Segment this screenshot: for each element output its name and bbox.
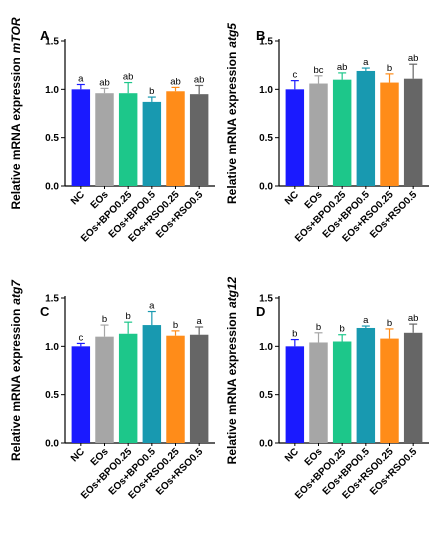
bar-nc <box>71 346 91 443</box>
bar-eos-bpo0-25 <box>332 79 352 186</box>
significance-label: b <box>316 322 321 333</box>
bar-eos-bpo0-25 <box>332 341 352 443</box>
significance-label: bc <box>313 65 323 76</box>
y-axis-label-prefix: Relative mRNA expression <box>225 312 239 464</box>
y-tick-label: 0.0 <box>259 439 273 450</box>
bar-eos-bpo0-25 <box>118 93 138 186</box>
y-tick-label: 0.0 <box>259 182 273 193</box>
bar-nc <box>71 89 91 186</box>
significance-label: c <box>292 70 297 81</box>
bar-eos-rso0-5 <box>189 94 209 186</box>
panel-d: D Relative mRNA expression atg12 0.0 0.5 1.0 1… <box>225 276 429 501</box>
significance-label: ab <box>408 313 419 324</box>
bar-eos-bpo0-5 <box>356 70 376 186</box>
y-axis-label: Relative mRNA expression atg12 <box>225 276 239 464</box>
bar-eos-bpo0-5 <box>142 325 162 443</box>
panel-a: A Relative mRNA expression mTOR 0.0 0.5 1.0 1.… <box>9 17 215 244</box>
panel-letter: C <box>40 304 50 319</box>
category-label: NC <box>69 189 87 207</box>
y-tick-label: 0.5 <box>45 390 59 401</box>
y-tick-label: 1.0 <box>259 342 273 353</box>
significance-label: ab <box>337 62 348 73</box>
y-axis-label-gene: atg7 <box>9 279 23 305</box>
panel-letter: A <box>40 28 50 43</box>
significance-label: b <box>340 324 345 335</box>
y-tick-label: 0.5 <box>259 133 273 144</box>
bar-eos-bpo0-5 <box>142 101 162 186</box>
y-tick-label: 1.5 <box>259 37 273 48</box>
y-tick-label: 1.5 <box>45 37 59 48</box>
bar-nc <box>285 89 305 186</box>
panel-letter: B <box>256 28 265 43</box>
significance-label: a <box>363 57 369 68</box>
bar-eos-rso0-5 <box>403 78 423 186</box>
significance-label: c <box>78 332 83 343</box>
y-axis-label-gene: mTOR <box>9 17 23 53</box>
y-axis-label-prefix: Relative mRNA expression <box>225 52 239 204</box>
y-tick-label: 1.5 <box>259 294 273 305</box>
y-tick-label: 1.0 <box>259 85 273 96</box>
significance-label: ab <box>99 77 110 88</box>
y-axis-label: Relative mRNA expression atg5 <box>225 23 239 204</box>
y-axis-label-gene: atg12 <box>225 276 239 308</box>
y-axis-label: Relative mRNA expression mTOR <box>9 17 23 209</box>
significance-label: a <box>363 315 369 326</box>
bar-eos <box>309 83 328 186</box>
bar-eos-rso0-5 <box>189 334 209 443</box>
significance-label: b <box>292 329 297 340</box>
significance-label: a <box>197 316 203 327</box>
significance-label: ab <box>408 53 419 64</box>
significance-label: b <box>173 320 178 331</box>
bar-eos-rso0-25 <box>380 82 399 186</box>
significance-label: ab <box>194 74 205 85</box>
y-tick-label: 0.0 <box>45 439 59 450</box>
bar-eos <box>95 93 114 186</box>
significance-label: b <box>387 318 392 329</box>
significance-label: a <box>149 301 155 312</box>
significance-label: a <box>78 74 84 85</box>
significance-label: b <box>149 86 154 97</box>
bar-eos-rso0-5 <box>403 332 423 443</box>
bar-eos-rso0-25 <box>380 338 399 443</box>
y-tick-label: 0.5 <box>259 390 273 401</box>
bar-eos-rso0-25 <box>166 91 185 186</box>
y-tick-label: 1.0 <box>45 85 59 96</box>
y-tick-label: 1.5 <box>45 294 59 305</box>
y-tick-label: 0.0 <box>45 182 59 193</box>
significance-label: ab <box>123 72 134 83</box>
bar-eos-bpo0-5 <box>356 327 376 443</box>
significance-label: ab <box>170 76 181 87</box>
significance-label: b <box>126 311 131 322</box>
y-tick-label: 0.5 <box>45 133 59 144</box>
category-label: NC <box>283 446 301 464</box>
category-label: NC <box>69 446 87 464</box>
y-axis-label: Relative mRNA expression atg7 <box>9 279 23 461</box>
bar-eos <box>309 342 328 443</box>
significance-label: b <box>387 63 392 74</box>
y-axis-label-gene: atg5 <box>225 23 239 48</box>
bar-nc <box>285 346 305 443</box>
category-label: NC <box>283 189 301 207</box>
panel-letter: D <box>256 304 265 319</box>
bar-eos-rso0-25 <box>166 335 185 443</box>
significance-label: b <box>102 314 107 325</box>
bar-eos-bpo0-25 <box>118 333 138 443</box>
panel-c: C Relative mRNA expression atg7 0.0 0.5 1.0 1.… <box>9 279 215 501</box>
y-tick-label: 1.0 <box>45 342 59 353</box>
panel-b: B Relative mRNA expression atg5 0.0 0.5 1.0 1.… <box>225 23 429 244</box>
y-axis-label-prefix: Relative mRNA expression <box>9 309 23 461</box>
bar-eos <box>95 336 114 443</box>
y-axis-label-prefix: Relative mRNA expression <box>9 57 23 209</box>
